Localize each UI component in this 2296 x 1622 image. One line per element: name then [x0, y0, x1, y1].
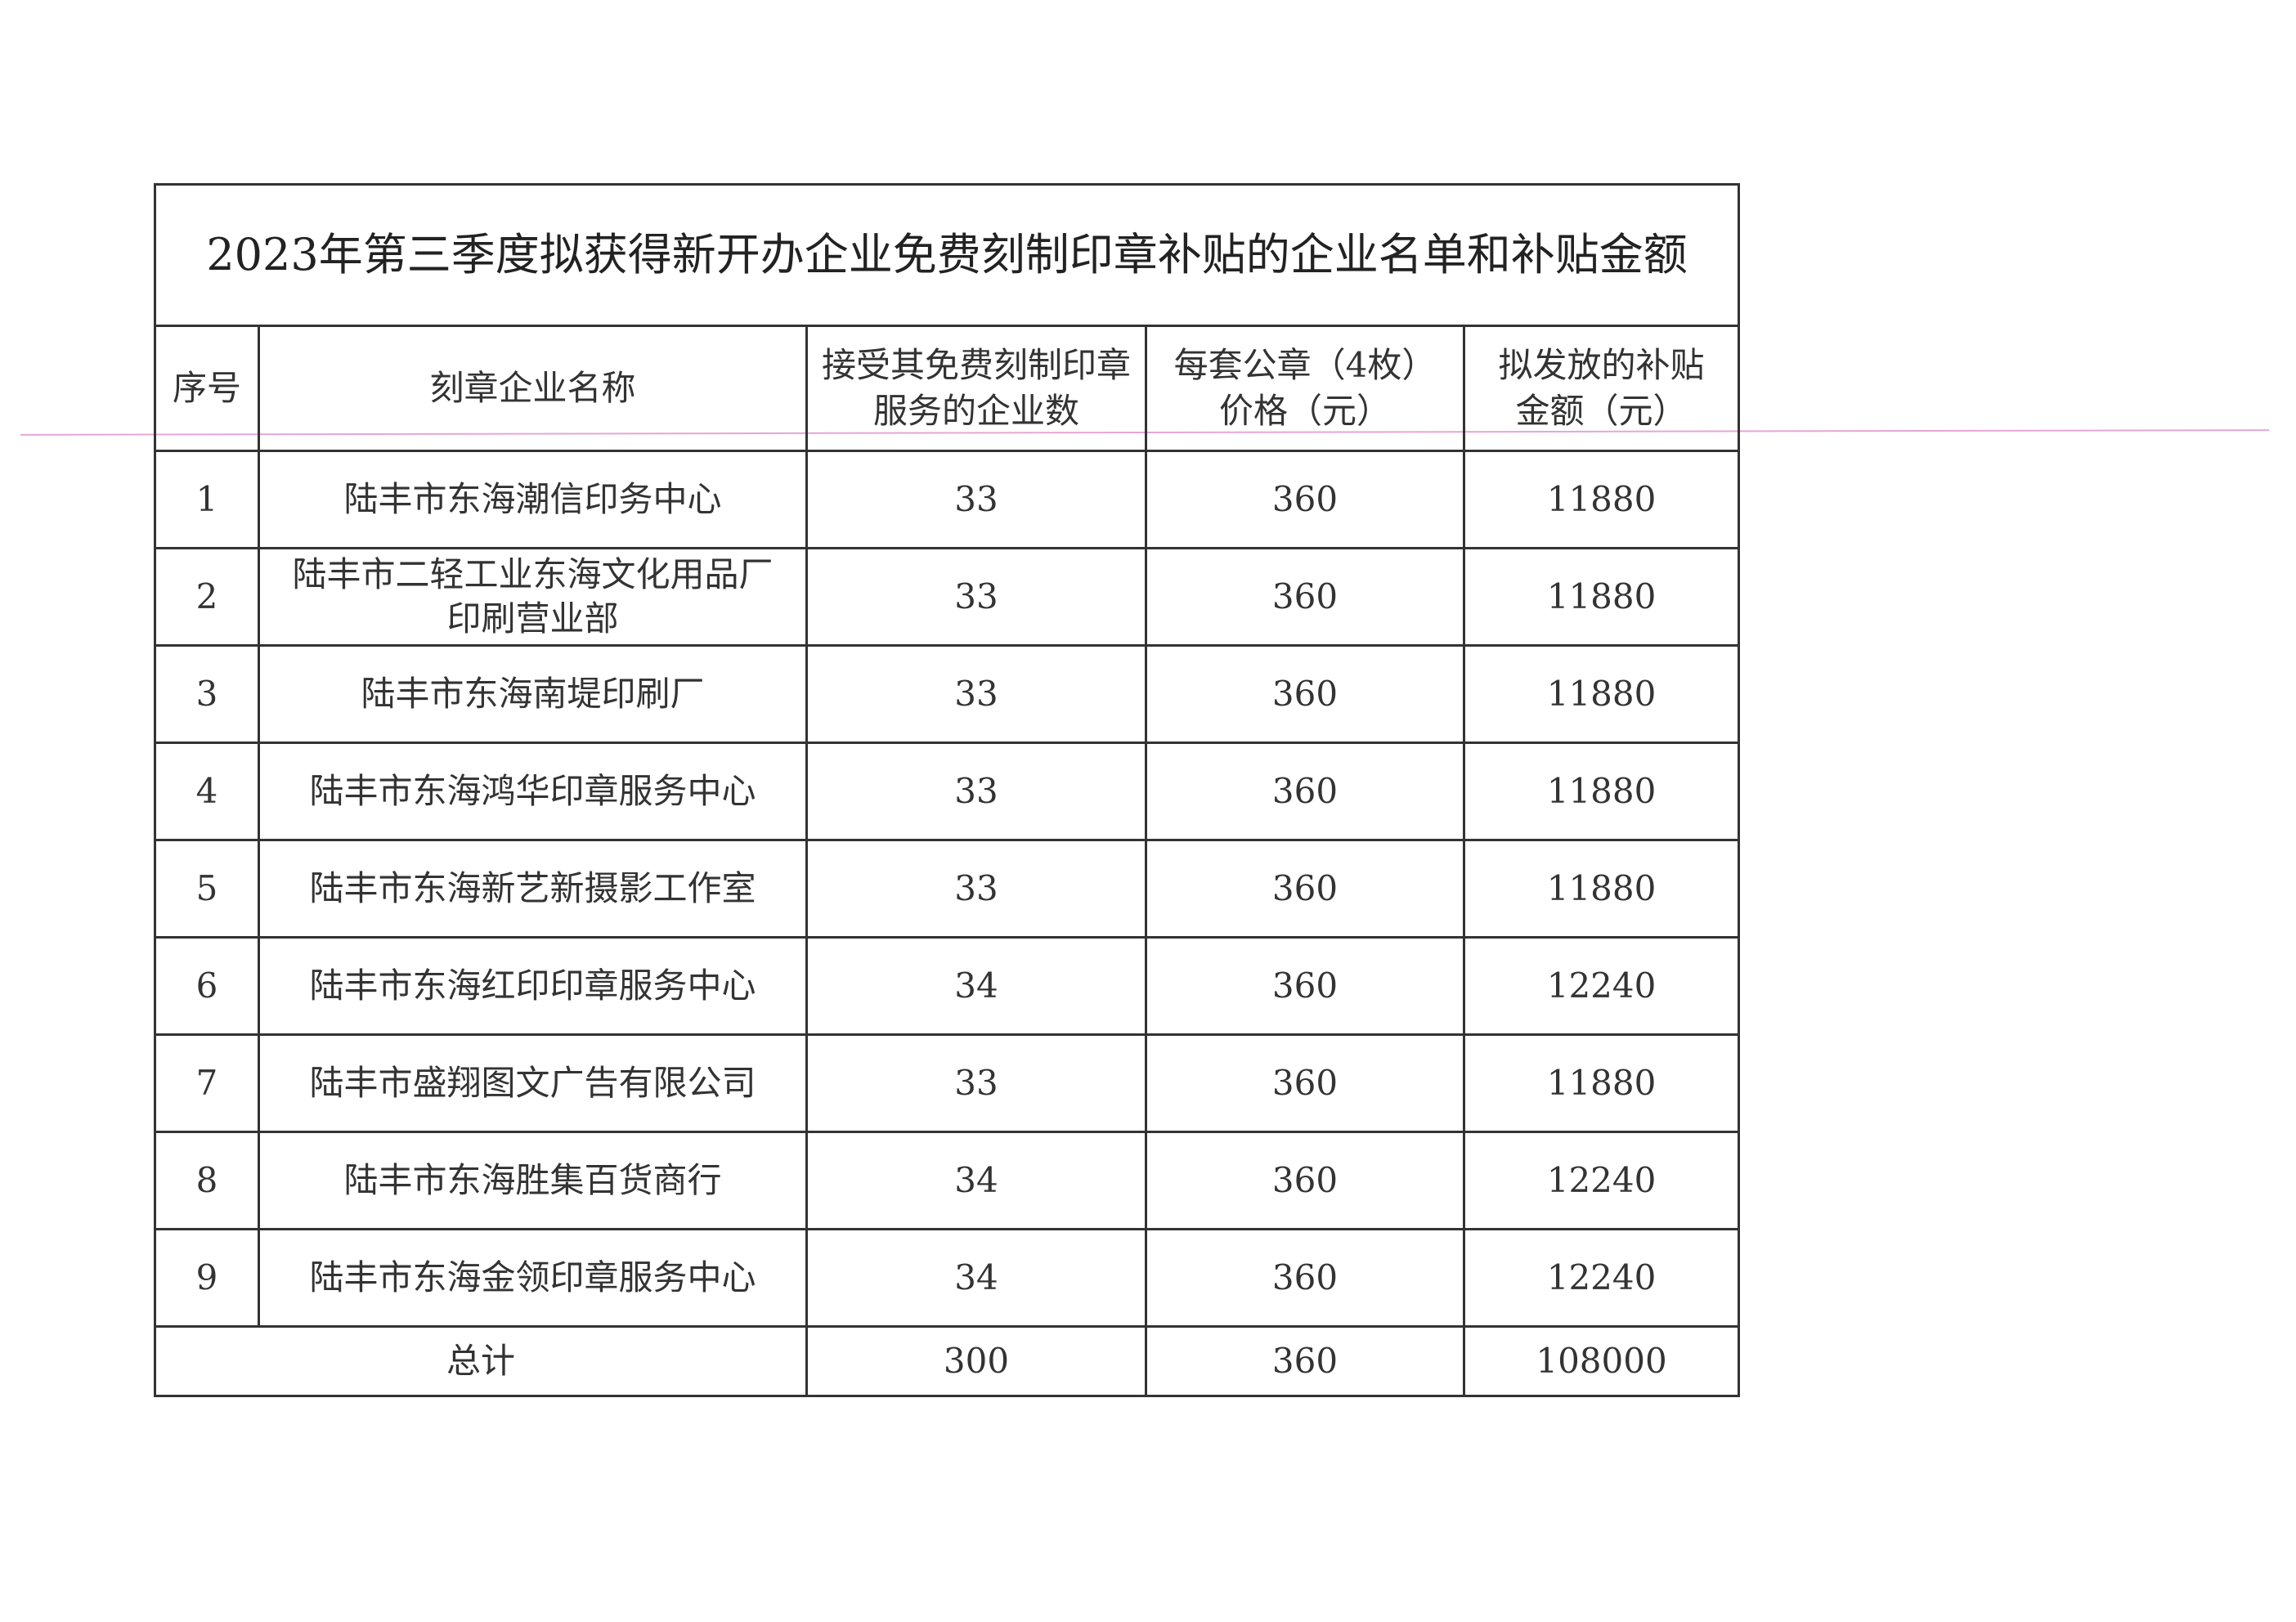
cell-company: 陆丰市东海鸿华印章服务中心: [258, 742, 808, 841]
total-subsidy: 108000: [1462, 1325, 1741, 1397]
cell-served-count: 33: [805, 839, 1147, 939]
table-row: 7 陆丰市盛翔图文广告有限公司 33 360 11880: [154, 1033, 1741, 1133]
cell-subsidy: 11880: [1462, 644, 1741, 744]
table-row: 1 陆丰市东海潮信印务中心 33 360 11880: [154, 450, 1741, 549]
cell-company: 陆丰市东海金领印章服务中心: [258, 1228, 808, 1328]
cell-index: 2: [154, 547, 260, 647]
cell-company: 陆丰市盛翔图文广告有限公司: [258, 1033, 808, 1133]
total-label: 总计: [154, 1325, 808, 1397]
cell-price: 360: [1145, 1033, 1465, 1133]
total-price: 360: [1145, 1325, 1465, 1397]
cell-subsidy: 11880: [1462, 839, 1741, 939]
cell-index: 4: [154, 742, 260, 841]
cell-served-count: 33: [805, 547, 1147, 647]
cell-price: 360: [1145, 742, 1465, 841]
header-company: 刻章企业名称: [258, 325, 808, 452]
header-row: 序号 刻章企业名称 接受其免费刻制印章服务的企业数 每套公章（4枚）价格（元） …: [154, 325, 1741, 452]
cell-subsidy: 12240: [1462, 1228, 1741, 1328]
cell-index: 6: [154, 936, 260, 1036]
cell-company: 陆丰市二轻工业东海文化用品厂印刷营业部: [258, 547, 808, 647]
cell-subsidy: 12240: [1462, 936, 1741, 1036]
total-row: 总计 300 360 108000: [154, 1325, 1741, 1397]
cell-served-count: 34: [805, 1131, 1147, 1230]
cell-price: 360: [1145, 839, 1465, 939]
cell-price: 360: [1145, 1228, 1465, 1328]
cell-price: 360: [1145, 936, 1465, 1036]
cell-served-count: 33: [805, 1033, 1147, 1133]
table-row: 8 陆丰市东海胜集百货商行 34 360 12240: [154, 1131, 1741, 1230]
table-title: 2023年第三季度拟获得新开办企业免费刻制印章补贴的企业名单和补贴金额: [153, 183, 1741, 327]
table-row: 2 陆丰市二轻工业东海文化用品厂印刷营业部 33 360 11880: [154, 547, 1741, 647]
cell-subsidy: 11880: [1462, 742, 1741, 841]
cell-served-count: 33: [805, 742, 1147, 841]
subsidy-table: 2023年第三季度拟获得新开办企业免费刻制印章补贴的企业名单和补贴金额 序号 刻…: [153, 183, 1741, 1397]
cell-index: 1: [154, 450, 260, 549]
table-row: 9 陆丰市东海金领印章服务中心 34 360 12240: [154, 1228, 1741, 1328]
cell-subsidy: 12240: [1462, 1131, 1741, 1230]
cell-price: 360: [1145, 450, 1465, 549]
cell-company: 陆丰市东海红印印章服务中心: [258, 936, 808, 1036]
cell-company: 陆丰市东海潮信印务中心: [258, 450, 808, 549]
cell-index: 8: [154, 1131, 260, 1230]
cell-served-count: 33: [805, 450, 1147, 549]
header-served-count: 接受其免费刻制印章服务的企业数: [805, 325, 1147, 452]
header-index: 序号: [154, 325, 260, 452]
table-row: 3 陆丰市东海南堤印刷厂 33 360 11880: [154, 644, 1741, 744]
cell-index: 7: [154, 1033, 260, 1133]
cell-price: 360: [1145, 644, 1465, 744]
cell-index: 9: [154, 1228, 260, 1328]
header-price: 每套公章（4枚）价格（元）: [1145, 325, 1465, 452]
cell-served-count: 33: [805, 644, 1147, 744]
cell-served-count: 34: [805, 936, 1147, 1036]
cell-price: 360: [1145, 547, 1465, 647]
cell-price: 360: [1145, 1131, 1465, 1230]
cell-index: 3: [154, 644, 260, 744]
cell-served-count: 34: [805, 1228, 1147, 1328]
cell-company: 陆丰市东海南堤印刷厂: [258, 644, 808, 744]
cell-index: 5: [154, 839, 260, 939]
cell-subsidy: 11880: [1462, 450, 1741, 549]
cell-subsidy: 11880: [1462, 1033, 1741, 1133]
cell-company: 陆丰市东海新艺新摄影工作室: [258, 839, 808, 939]
cell-subsidy: 11880: [1462, 547, 1741, 647]
header-subsidy: 拟发放的补贴金额（元）: [1462, 325, 1741, 452]
table-row: 5 陆丰市东海新艺新摄影工作室 33 360 11880: [154, 839, 1741, 939]
table-row: 4 陆丰市东海鸿华印章服务中心 33 360 11880: [154, 742, 1741, 841]
total-served-count: 300: [805, 1325, 1147, 1397]
cell-company: 陆丰市东海胜集百货商行: [258, 1131, 808, 1230]
table-row: 6 陆丰市东海红印印章服务中心 34 360 12240: [154, 936, 1741, 1036]
